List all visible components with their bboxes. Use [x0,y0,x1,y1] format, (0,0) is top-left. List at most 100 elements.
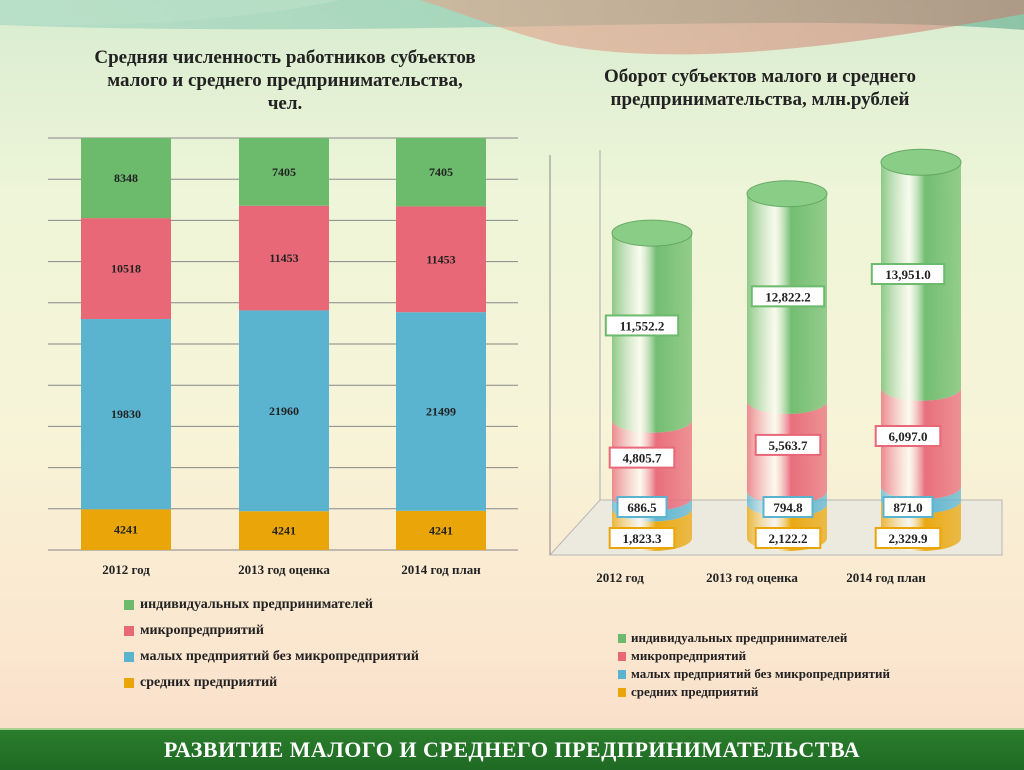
data-label: 11453 [426,252,455,266]
legend-swatch [124,600,134,610]
legend-swatch [618,633,626,643]
cylinder-segment-small [747,490,827,517]
data-label: 4241 [429,523,453,537]
legend-item: средних предприятий [124,670,419,696]
legend-label: средних предприятий [631,684,759,699]
data-label: 21960 [269,404,299,418]
data-label: 12,822.2 [765,289,811,304]
data-label-box [882,496,934,518]
data-label: 5,563.7 [769,438,809,453]
data-label: 6,097.0 [889,429,928,444]
data-label: 4,805.7 [623,451,663,466]
data-label-box [616,496,668,518]
legend-item: малых предприятий без микропредприятий [124,644,419,670]
data-label: 11453 [269,251,298,265]
cylinder-segment-micro [881,387,961,500]
footer-title: РАЗВИТИЕ МАЛОГО И СРЕДНЕГО ПРЕДПРИНИМАТЕ… [163,737,861,762]
legend-label: индивидуальных предпринимателей [631,630,848,645]
right-chart-legend: индивидуальных предпринимателей микропред… [618,629,890,701]
bar-segment-micro [81,218,171,320]
data-label: 19830 [111,407,141,421]
cylinder-segment-individual [747,193,827,414]
cylinder-segment-medium [881,500,961,551]
x-tick-label: 2012 год [102,562,150,577]
data-label-box [604,314,680,337]
bar-segment-medium [239,511,329,550]
cylinder-segment-small [881,486,961,514]
data-label: 13,951.0 [885,267,931,282]
data-label: 10518 [111,262,141,276]
data-label-box [870,263,946,286]
cylinder-segment-medium [612,508,692,551]
left-chart-legend: индивидуальных предпринимателей микропред… [124,592,419,696]
bar-segment-micro [239,205,329,311]
legend-swatch [124,652,134,662]
legend-swatch [618,687,626,697]
legend-label: малых предприятий без микропредприятий [140,649,419,664]
bar-segment-individual [239,138,329,206]
legend-item: микропредприятий [618,647,890,665]
data-label: 2,329.9 [889,531,929,546]
cylinder-segment-medium [747,503,827,551]
right-chart-title: Оборот субъектов малого и среднего предп… [603,66,917,110]
legend-label: малых предприятий без микропредприятий [631,666,890,681]
legend-item: индивидуальных предпринимателей [124,592,419,618]
footer-banner: РАЗВИТИЕ МАЛОГО И СРЕДНЕГО ПРЕДПРИНИМАТЕ… [0,728,1024,770]
data-label-box [754,433,822,456]
cylinder-segment-small [612,497,692,522]
legend-swatch [124,678,134,688]
bar-segment-individual [396,138,486,207]
legend-item: малых предприятий без микропредприятий [618,665,890,683]
legend-item: средних предприятий [618,683,890,701]
x-tick-label: 2013 год оценка [706,570,798,585]
legend-label: средних предприятий [140,675,278,690]
x-tick-label: 2013 год оценка [238,562,330,577]
data-label: 871.0 [893,500,922,515]
legend-swatch [618,669,626,679]
x-tick-label: 2014 год план [401,562,481,577]
x-tick-label: 2014 год план [846,570,926,585]
data-label-box [750,285,826,308]
data-label: 21499 [426,405,456,419]
bar-segment-small [396,312,486,511]
bar-segment-medium [396,510,486,550]
x-tick-label: 2012 год [596,570,644,585]
legend-label: микропредприятий [631,648,747,663]
data-label-box [608,446,676,469]
data-label: 794.8 [773,500,803,515]
data-label: 7405 [429,165,453,179]
legend-item: индивидуальных предпринимателей [618,629,890,647]
cylinder-top [746,180,828,208]
data-label: 1,823.3 [623,531,663,546]
data-label: 11,552.2 [620,318,665,333]
legend-swatch [124,626,134,636]
cylinder-segment-micro [612,419,692,511]
header-swoosh [0,0,1024,55]
data-label-box [874,527,942,549]
cylinder-segment-individual [612,233,692,433]
bar-segment-micro [396,206,486,313]
bar-segment-small [239,310,329,512]
data-label: 4241 [114,523,138,537]
data-label-box [754,527,822,549]
cylinder-segment-micro [747,400,827,504]
cylinder-top [611,219,693,247]
bar-segment-small [81,319,171,510]
bar-segment-medium [81,509,171,550]
data-label: 4241 [272,524,296,538]
data-label-box [608,527,676,549]
chart-floor [548,499,1003,556]
legend-label: микропредприятий [140,623,264,638]
legend-label: индивидуальных предпринимателей [140,597,374,612]
data-label-box [874,425,942,448]
data-label: 8348 [114,171,138,185]
data-label-box [762,496,814,518]
bar-segment-individual [81,138,171,219]
left-chart-title: Средняя численность работников субъектов… [94,47,476,114]
cylinder-segment-individual [881,162,961,401]
data-label: 7405 [272,165,296,179]
data-label: 2,122.2 [769,531,808,546]
legend-item: микропредприятий [124,618,419,644]
legend-swatch [618,651,626,661]
cylinder-top [880,148,962,176]
